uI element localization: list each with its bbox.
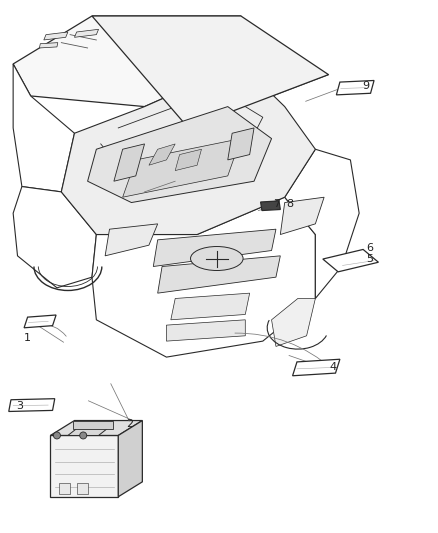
Text: 3: 3 <box>16 401 23 411</box>
Polygon shape <box>118 421 142 497</box>
Ellipse shape <box>191 246 243 271</box>
Polygon shape <box>280 197 324 235</box>
Polygon shape <box>123 139 241 197</box>
Polygon shape <box>175 149 201 171</box>
Polygon shape <box>272 298 315 346</box>
Polygon shape <box>59 483 70 494</box>
Polygon shape <box>323 249 378 272</box>
Polygon shape <box>149 144 175 165</box>
Polygon shape <box>50 421 142 435</box>
Polygon shape <box>50 435 118 497</box>
Polygon shape <box>336 80 374 95</box>
Polygon shape <box>77 483 88 494</box>
Circle shape <box>53 432 60 439</box>
Polygon shape <box>153 229 276 266</box>
Polygon shape <box>293 359 340 376</box>
Text: 8: 8 <box>286 199 293 208</box>
Polygon shape <box>158 256 280 293</box>
Polygon shape <box>114 144 145 181</box>
Polygon shape <box>39 43 58 48</box>
Polygon shape <box>61 64 315 235</box>
Text: 2: 2 <box>126 419 133 429</box>
Polygon shape <box>88 107 272 203</box>
Polygon shape <box>73 422 113 430</box>
Polygon shape <box>68 424 113 435</box>
Polygon shape <box>166 320 245 341</box>
Polygon shape <box>228 128 254 160</box>
Polygon shape <box>74 29 99 37</box>
Polygon shape <box>92 197 315 357</box>
Polygon shape <box>13 64 74 192</box>
Polygon shape <box>13 187 96 288</box>
Text: 6: 6 <box>367 243 374 253</box>
Text: 1: 1 <box>24 334 31 343</box>
Text: 7: 7 <box>273 199 280 208</box>
Polygon shape <box>285 149 359 298</box>
Polygon shape <box>24 315 56 328</box>
Polygon shape <box>44 32 68 40</box>
Polygon shape <box>13 16 241 107</box>
Polygon shape <box>92 16 328 128</box>
Polygon shape <box>105 224 158 256</box>
Polygon shape <box>261 201 280 211</box>
Polygon shape <box>171 293 250 320</box>
Polygon shape <box>9 399 55 411</box>
Text: 4: 4 <box>329 362 336 372</box>
Text: 5: 5 <box>367 254 374 263</box>
Circle shape <box>80 432 87 439</box>
Text: 9: 9 <box>362 82 369 91</box>
